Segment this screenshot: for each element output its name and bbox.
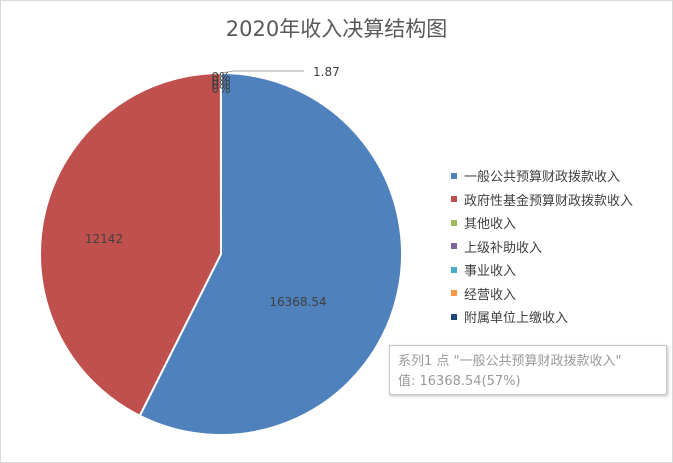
legend-item-3[interactable]: 其他收入 — [451, 211, 633, 235]
pie-slice-2[interactable] — [39, 71, 223, 418]
legend-item-4[interactable]: 上级补助收入 — [451, 235, 633, 259]
legend-swatch — [451, 313, 457, 320]
legend-label: 经营收入 — [464, 287, 517, 303]
legend-item-6[interactable]: 经营收入 — [451, 282, 633, 306]
legend-swatch — [451, 219, 457, 226]
data-tooltip: 系列1 点 "一般公共预算财政拨款收入" 值: 16368.54(57%) — [389, 345, 667, 395]
data-label-slice-3: 1.87 — [313, 65, 340, 79]
legend-item-5[interactable]: 事业收入 — [451, 258, 633, 282]
data-label-slice-2: 12142 — [85, 232, 123, 246]
data-label-slice-1: 16368.54 — [269, 295, 326, 309]
data-label-slice-5: 0% — [211, 74, 230, 88]
chart-legend: 一般公共预算财政拨款收入 政府性基金预算财政拨款收入 其他收入上级补助收入 事业收入经… — [451, 164, 633, 329]
data-label-slice-6: 0% — [211, 78, 230, 92]
legend-swatch — [451, 196, 457, 203]
tooltip-series-line: 系列1 点 "一般公共预算财政拨款收入" — [398, 354, 622, 369]
data-label-slice-4: 0% — [211, 70, 230, 84]
pie-slice-1[interactable] — [138, 71, 403, 436]
legend-swatch — [451, 290, 457, 297]
chart-title: 2020年收入决算结构图 — [225, 17, 448, 41]
leader-line-slice-3 — [221, 70, 304, 74]
tooltip-value-line: 值: 16368.54(57%) — [398, 374, 521, 389]
legend-label: 事业收入 — [464, 264, 517, 280]
legend-item-7[interactable]: 附属单位上缴收入 — [451, 305, 633, 329]
legend-label: 政府性基金预算财政拨款收入 — [464, 193, 634, 209]
legend-label: 其他收入 — [464, 217, 517, 233]
data-label-slice-7: 0% — [211, 82, 230, 96]
legend-swatch — [451, 243, 457, 250]
legend-label: 一般公共预算财政拨款收入 — [464, 170, 621, 186]
legend-item-1[interactable]: 一般公共预算财政拨款收入 — [451, 164, 633, 188]
legend-label: 上级补助收入 — [464, 240, 543, 256]
legend-swatch — [451, 266, 457, 273]
legend-swatch — [451, 172, 457, 179]
legend-label: 附属单位上缴收入 — [464, 311, 569, 327]
legend-item-2[interactable]: 政府性基金预算财政拨款收入 — [451, 188, 633, 212]
